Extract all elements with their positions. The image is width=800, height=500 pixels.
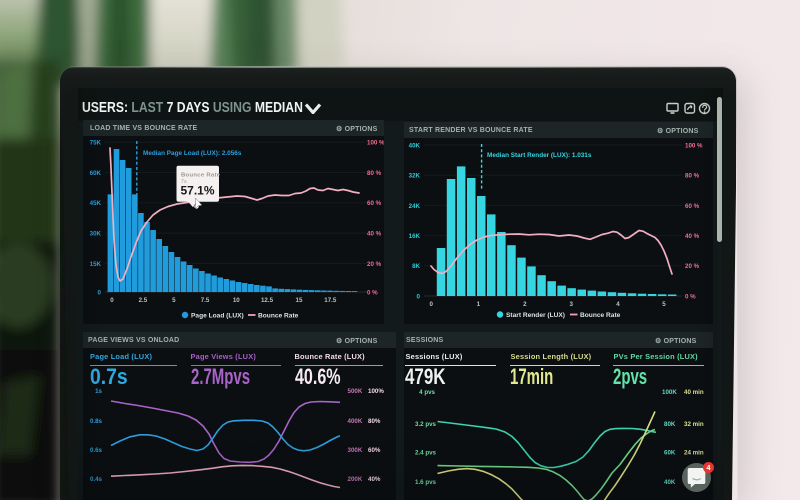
- svg-text:0.6s: 0.6s: [90, 447, 103, 454]
- svg-text:Bounce Rate: Bounce Rate: [580, 312, 621, 319]
- svg-text:100%: 100%: [368, 388, 384, 395]
- svg-text:200K: 200K: [348, 476, 363, 483]
- svg-text:12.5: 12.5: [261, 297, 274, 304]
- svg-text:100 %: 100 %: [685, 142, 703, 149]
- svg-text:40K: 40K: [664, 479, 676, 486]
- svg-text:400K: 400K: [348, 418, 363, 425]
- svg-text:0: 0: [98, 289, 102, 296]
- svg-text:0.8s: 0.8s: [90, 418, 103, 425]
- svg-text:60 %: 60 %: [367, 200, 382, 207]
- svg-text:32K: 32K: [409, 173, 421, 180]
- svg-text:17.5: 17.5: [324, 297, 337, 304]
- svg-text:0: 0: [429, 301, 433, 308]
- svg-text:60 %: 60 %: [685, 203, 700, 210]
- svg-text:100K: 100K: [662, 389, 677, 396]
- svg-text:80 %: 80 %: [367, 170, 382, 177]
- svg-text:100 %: 100 %: [367, 140, 384, 147]
- svg-text:2.5: 2.5: [139, 297, 148, 304]
- svg-text:1.6 pvs: 1.6 pvs: [415, 479, 437, 486]
- svg-text:15: 15: [296, 297, 303, 304]
- svg-text:60K: 60K: [90, 170, 102, 177]
- svg-text:Median Start Render (LUX): 1.0: Median Start Render (LUX): 1.031s: [487, 152, 592, 159]
- svg-text:5: 5: [662, 301, 666, 308]
- svg-text:80%: 80%: [368, 418, 381, 425]
- svg-text:16K: 16K: [409, 233, 421, 240]
- svg-text:0.4s: 0.4s: [90, 476, 103, 483]
- svg-text:8K: 8K: [412, 263, 420, 270]
- svg-text:30K: 30K: [90, 231, 102, 238]
- svg-text:Median Page Load (LUX): 2.056s: Median Page Load (LUX): 2.056s: [143, 150, 242, 157]
- svg-text:75K: 75K: [90, 140, 102, 147]
- svg-text:Bounce Rate: Bounce Rate: [181, 172, 221, 178]
- svg-text:0: 0: [110, 297, 114, 304]
- svg-text:57.1%: 57.1%: [181, 184, 215, 198]
- svg-text:40 %: 40 %: [367, 231, 382, 238]
- svg-text:1s: 1s: [95, 388, 102, 395]
- svg-text:24K: 24K: [409, 203, 421, 210]
- svg-text:2: 2: [523, 301, 527, 308]
- svg-text:32 min: 32 min: [684, 421, 704, 428]
- svg-text:80 %: 80 %: [685, 173, 700, 180]
- svg-text:Start Render (LUX): Start Render (LUX): [506, 312, 565, 319]
- svg-text:500K: 500K: [348, 388, 363, 395]
- svg-text:0 %: 0 %: [685, 293, 696, 300]
- svg-text:Page Load (LUX): Page Load (LUX): [191, 313, 244, 320]
- svg-text:3.2 pvs: 3.2 pvs: [415, 421, 437, 428]
- svg-text:40K: 40K: [409, 142, 421, 149]
- svg-text:7.5: 7.5: [201, 297, 210, 304]
- svg-text:20 %: 20 %: [367, 261, 382, 268]
- svg-text:300K: 300K: [348, 447, 363, 454]
- svg-text:10: 10: [233, 297, 240, 304]
- svg-text:20 %: 20 %: [685, 263, 700, 270]
- svg-text:1: 1: [477, 301, 481, 308]
- svg-text:0 %: 0 %: [367, 289, 378, 296]
- svg-text:45K: 45K: [90, 200, 102, 207]
- svg-text:60%: 60%: [368, 447, 381, 454]
- svg-text:5: 5: [172, 297, 176, 304]
- svg-text:15K: 15K: [90, 261, 102, 268]
- svg-text:7s: 7s: [181, 179, 187, 185]
- svg-text:Bounce Rate: Bounce Rate: [258, 313, 299, 320]
- svg-text:3: 3: [569, 301, 573, 308]
- svg-text:24 min: 24 min: [684, 450, 704, 457]
- svg-text:4 pvs: 4 pvs: [419, 389, 435, 396]
- svg-text:2.4 pvs: 2.4 pvs: [415, 450, 437, 457]
- svg-text:0: 0: [417, 293, 421, 300]
- svg-text:60K: 60K: [664, 450, 676, 457]
- svg-text:40 %: 40 %: [685, 233, 700, 240]
- svg-text:40 min: 40 min: [684, 389, 704, 396]
- svg-text:4: 4: [616, 301, 620, 308]
- svg-text:80K: 80K: [664, 421, 676, 428]
- svg-text:40%: 40%: [368, 476, 381, 483]
